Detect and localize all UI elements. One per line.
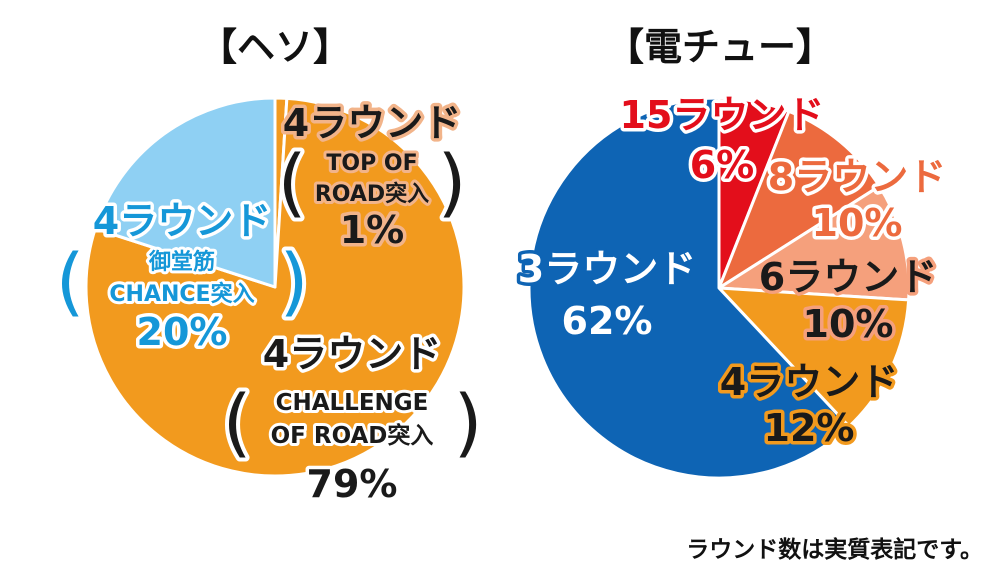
heso-slice-label-1: 4ラウンド [263, 332, 441, 376]
heso-paren-open-0: ( [278, 140, 307, 226]
denchu-slice-4 [527, 96, 851, 480]
denchu-slice-1 [717, 109, 881, 290]
heso-slice-sublabel-0: TOP OF [326, 151, 417, 176]
denchu-slice-label-4: 3ラウンド [518, 247, 696, 291]
denchu-slice-2 [717, 184, 911, 302]
heso-slice-percent-1: 79% [307, 462, 398, 506]
denchu-slice-percent-2: 10% [803, 302, 894, 346]
heso-slice-sublabel-2: 御堂筋 [148, 249, 215, 275]
chart-title-heso: 【ヘソ】 [199, 25, 351, 69]
pie-chart-heso [84, 96, 466, 478]
heso-slice-sublabel-0: ROAD突入 [315, 181, 429, 207]
denchu-slice-percent-1: 10% [812, 201, 903, 245]
denchu-slice-label-3: 4ラウンド [720, 360, 898, 404]
denchu-slice-label-2: 6ラウンド [759, 255, 937, 299]
denchu-slice-percent-3: 12% [764, 406, 855, 450]
pie-chart-denchu [527, 96, 911, 480]
heso-paren-close-2: ) [280, 239, 309, 325]
denchu-slice-label-1: 8ラウンド [768, 155, 946, 199]
heso-slice-percent-2: 20% [137, 310, 228, 354]
footnote: ラウンド数は実質表記です。 [686, 536, 983, 563]
heso-paren-open-2: ( [56, 239, 85, 325]
heso-slice-label-2: 4ラウンド [93, 199, 271, 243]
denchu-slice-percent-0: 6% [690, 143, 755, 187]
heso-slice-percent-0: 1% [340, 208, 405, 252]
heso-slice-sublabel-1: OF ROAD突入 [271, 422, 434, 449]
denchu-slice-label-0: 15ラウンド [620, 93, 825, 137]
heso-slice-2 [93, 96, 277, 289]
heso-slice-sublabel-2: CHANCE突入 [109, 281, 254, 307]
heso-slice-label-0: 4ラウンド [283, 101, 461, 145]
heso-paren-open-1: ( [223, 380, 252, 466]
heso-slice-sublabel-1: CHALLENGE [276, 390, 429, 416]
heso-paren-close-0: ) [438, 140, 467, 226]
denchu-slice-3 [717, 286, 911, 428]
heso-paren-close-1: ) [454, 380, 483, 466]
denchu-slice-percent-4: 62% [562, 299, 653, 343]
chart-title-denchu: 【電チュー】 [606, 25, 834, 69]
